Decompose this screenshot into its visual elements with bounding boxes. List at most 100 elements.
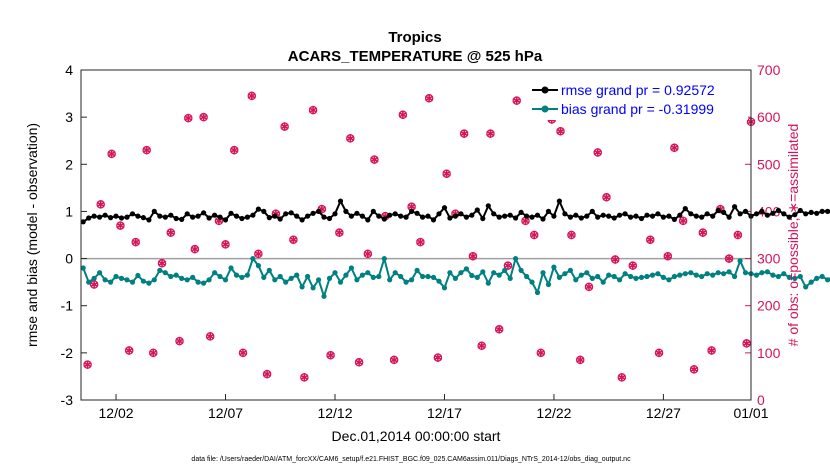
rmse-point — [726, 214, 732, 220]
obs-point — [308, 105, 318, 115]
obs-assimilated-marker — [567, 232, 576, 238]
obs-point — [116, 221, 125, 230]
rmse-point — [529, 214, 535, 220]
obs-assimilated-marker — [175, 338, 184, 344]
rmse-point — [250, 212, 256, 218]
bias-point — [343, 272, 349, 278]
obs-assimilated-marker — [617, 374, 626, 381]
bias-point — [354, 277, 360, 283]
rmse-point — [540, 216, 546, 222]
obs-assimilated-marker — [679, 218, 688, 224]
bias-point — [792, 275, 798, 281]
y-left-tick-label: -3 — [61, 392, 74, 408]
obs-assimilated-marker — [530, 232, 539, 238]
bias-point — [266, 267, 272, 273]
rmse-point — [502, 213, 508, 219]
obs-assimilated-marker — [326, 352, 335, 359]
bias-point — [288, 275, 294, 281]
rmse-point — [666, 213, 672, 219]
bias-point — [551, 264, 557, 270]
rmse-point — [611, 215, 617, 221]
bias-point — [441, 285, 448, 291]
obs-assimilated-marker — [495, 326, 504, 333]
rmse-point — [299, 217, 305, 223]
y-right-tick-label: 0 — [757, 392, 765, 408]
bias-point — [655, 271, 661, 277]
obs-assimilated-marker — [90, 281, 99, 288]
obs-point — [205, 332, 215, 341]
obs-point — [503, 261, 513, 270]
bias-point — [491, 270, 497, 276]
bias-point — [321, 293, 327, 299]
rmse-point — [201, 210, 207, 216]
obs-point — [247, 91, 257, 101]
bias-point — [409, 277, 415, 283]
bias-point — [573, 277, 579, 283]
rmse-point — [573, 212, 579, 218]
bias-point — [814, 275, 820, 281]
bias-point — [715, 270, 721, 276]
rmse-point — [485, 203, 491, 209]
rmse-point — [534, 212, 541, 218]
rmse-point — [294, 213, 300, 219]
rmse-point — [775, 207, 782, 214]
bias-point — [403, 279, 409, 285]
obs-assimilated-marker — [646, 236, 655, 243]
bias-point — [420, 273, 426, 280]
rmse-point — [332, 211, 338, 217]
obs-point — [707, 346, 716, 355]
rmse-point — [617, 212, 623, 218]
bias-point — [819, 273, 825, 280]
obs-point — [698, 228, 708, 237]
obs-assimilated-marker — [363, 251, 372, 257]
bias-point — [584, 270, 590, 276]
obs-assimilated-marker — [149, 350, 158, 356]
bias-point — [589, 275, 595, 281]
bias-point — [179, 275, 185, 281]
obs-assimilated-marker — [346, 135, 355, 142]
obs-assimilated-marker — [416, 239, 425, 245]
rmse-point — [441, 205, 448, 211]
bias-point — [212, 270, 218, 276]
obs-point — [354, 358, 364, 367]
rmse-point — [354, 210, 360, 216]
rmse-point — [146, 217, 152, 223]
bias-point — [217, 273, 223, 280]
bias-point — [825, 277, 830, 283]
rmse-point — [469, 212, 475, 218]
obs-assimilated-marker — [309, 107, 318, 113]
obs-assimilated-marker — [670, 144, 679, 151]
y-right-tick-label: 600 — [757, 109, 781, 125]
rmse-point — [753, 211, 760, 217]
bias-point — [496, 272, 502, 278]
obs-point — [468, 251, 478, 261]
bias-point — [228, 265, 234, 271]
rmse-point — [781, 211, 787, 217]
rmse-point — [272, 213, 278, 219]
y-axis-left-label: rmse and bias (model - observation) — [24, 123, 40, 347]
y-left-tick-label: -2 — [61, 345, 74, 361]
rmse-point — [140, 215, 146, 221]
bias-point — [157, 267, 163, 273]
rmse-point — [524, 213, 530, 219]
rmse-point — [108, 215, 114, 221]
bias-point — [337, 279, 344, 285]
bias-point — [184, 277, 190, 283]
rmse-point — [425, 213, 431, 219]
obs-assimilated-marker — [263, 371, 272, 377]
obs-assimilated-marker — [390, 357, 399, 363]
obs-assimilated-marker — [725, 255, 734, 262]
bias-point — [332, 270, 338, 276]
rmse-point — [124, 214, 130, 220]
obs-point — [512, 96, 521, 105]
obs-assimilated-marker — [425, 95, 434, 102]
obs-assimilated-marker — [655, 350, 664, 356]
obs-assimilated-marker — [602, 194, 611, 201]
rmse-point — [261, 208, 267, 214]
rmse-point — [255, 206, 261, 212]
obs-point — [416, 237, 425, 247]
bias-point — [721, 271, 727, 277]
obs-assimilated-marker — [576, 357, 585, 363]
rmse-point — [513, 215, 519, 221]
bias-point — [316, 277, 322, 283]
